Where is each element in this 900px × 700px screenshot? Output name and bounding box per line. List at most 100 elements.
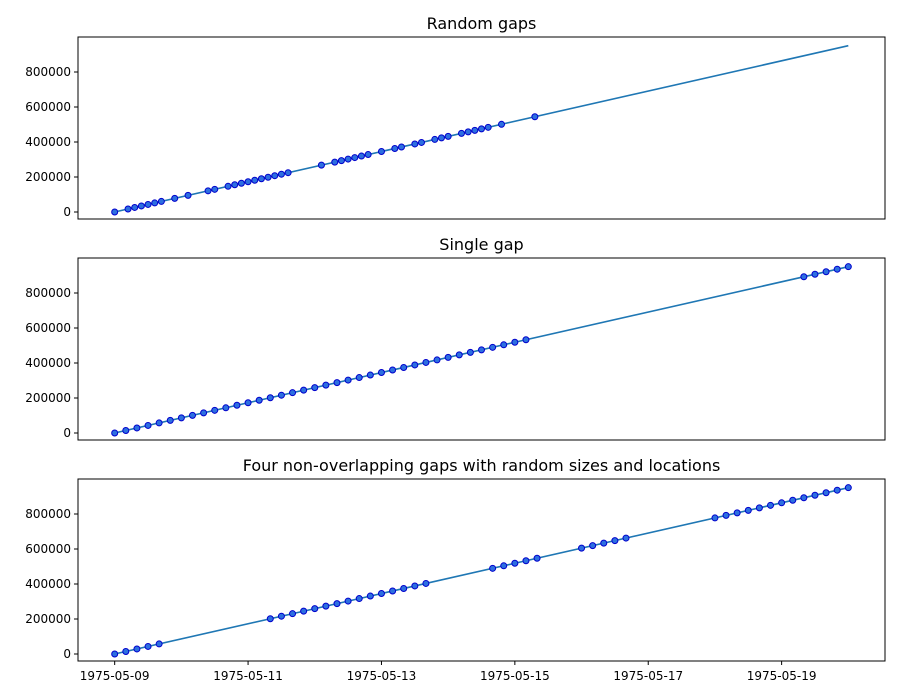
- y-tick-label: 400000: [25, 356, 71, 370]
- data-point: [411, 582, 419, 590]
- data-point: [833, 486, 841, 494]
- data-point: [300, 607, 308, 615]
- data-point: [333, 379, 341, 387]
- data-point: [155, 419, 163, 427]
- data-point: [355, 374, 363, 382]
- data-point: [211, 185, 219, 193]
- data-point: [277, 170, 285, 178]
- axes-frame: [77, 478, 886, 662]
- data-point: [789, 496, 797, 504]
- data-point: [711, 514, 719, 522]
- data-point: [422, 358, 430, 366]
- data-point: [131, 203, 139, 211]
- data-point: [222, 404, 230, 412]
- data-point: [811, 270, 819, 278]
- data-point: [522, 336, 530, 344]
- data-point: [211, 406, 219, 414]
- data-point: [157, 197, 165, 205]
- data-point: [397, 143, 405, 151]
- data-point: [355, 595, 363, 603]
- data-point: [344, 376, 352, 384]
- data-point: [200, 409, 208, 417]
- data-point: [244, 178, 252, 186]
- data-point: [344, 597, 352, 605]
- data-point: [111, 650, 119, 658]
- data-point: [400, 363, 408, 371]
- data-point: [144, 200, 152, 208]
- data-point: [389, 366, 397, 374]
- data-point: [111, 429, 119, 437]
- data-point: [124, 205, 132, 213]
- y-tick-label: 400000: [25, 577, 71, 591]
- subplot-title: Single gap: [439, 235, 523, 254]
- data-point: [255, 396, 263, 404]
- data-point: [271, 172, 279, 180]
- data-point: [433, 356, 441, 364]
- y-tick-label: 200000: [25, 170, 71, 184]
- data-point: [257, 175, 265, 183]
- data-point: [144, 642, 152, 650]
- data-point: [589, 542, 597, 550]
- axes-frame: [77, 36, 886, 220]
- data-point: [844, 484, 852, 492]
- data-point: [500, 562, 508, 570]
- subplot-title: Four non-overlapping gaps with random si…: [243, 456, 721, 475]
- data-point: [489, 564, 497, 572]
- data-point: [177, 414, 185, 422]
- data-point: [122, 426, 130, 434]
- data-point: [484, 123, 492, 131]
- data-point: [155, 640, 163, 648]
- data-point: [188, 411, 196, 419]
- y-tick-label: 800000: [25, 286, 71, 300]
- data-point: [233, 401, 241, 409]
- data-point: [411, 361, 419, 369]
- data-point: [366, 371, 374, 379]
- data-point: [337, 157, 345, 165]
- data-point: [457, 129, 465, 137]
- data-point: [417, 138, 425, 146]
- y-tick-label: 200000: [25, 391, 71, 405]
- data-point: [244, 399, 252, 407]
- data-point: [455, 351, 463, 359]
- x-tick-label: 1975-05-15: [480, 669, 550, 683]
- data-point: [422, 579, 430, 587]
- data-point: [531, 113, 539, 121]
- data-point: [744, 506, 752, 514]
- data-point: [224, 182, 232, 190]
- data-point: [822, 268, 830, 276]
- data-point: [498, 120, 506, 128]
- y-tick-label: 0: [63, 647, 71, 661]
- y-tick-label: 400000: [25, 135, 71, 149]
- data-point: [391, 145, 399, 152]
- data-point: [251, 176, 259, 184]
- data-point: [822, 489, 830, 497]
- data-point: [266, 615, 274, 623]
- data-point: [333, 600, 341, 608]
- data-point: [444, 132, 452, 140]
- data-point: [166, 416, 174, 424]
- data-point: [311, 384, 319, 392]
- data-point: [277, 612, 285, 620]
- data-point: [133, 424, 141, 432]
- subplot-3: Four non-overlapping gaps with random si…: [25, 456, 886, 683]
- data-point: [377, 590, 385, 598]
- data-point: [389, 587, 397, 595]
- data-point: [317, 161, 325, 169]
- data-point: [311, 605, 319, 613]
- data-point: [400, 584, 408, 592]
- data-point: [800, 494, 808, 502]
- data-point: [464, 128, 472, 136]
- data-point: [357, 152, 365, 160]
- data-point: [722, 511, 730, 519]
- data-point: [489, 343, 497, 351]
- data-point: [231, 181, 239, 189]
- data-point: [444, 353, 452, 361]
- data-point: [466, 348, 474, 356]
- data-point: [800, 273, 808, 281]
- data-point: [171, 194, 179, 202]
- data-point: [264, 173, 272, 181]
- data-point: [364, 151, 372, 159]
- data-point: [137, 202, 145, 210]
- subplot-title: Random gaps: [427, 14, 537, 33]
